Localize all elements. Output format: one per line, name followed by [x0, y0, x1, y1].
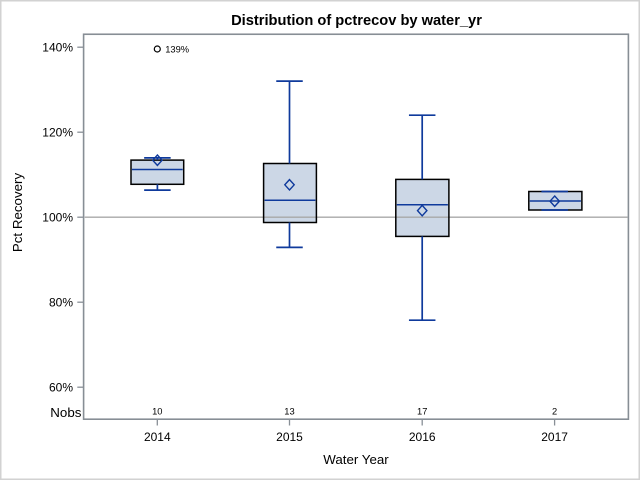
svg-text:140%: 140% — [42, 41, 73, 55]
svg-text:139%: 139% — [165, 44, 189, 54]
svg-text:17: 17 — [417, 407, 427, 417]
svg-text:100%: 100% — [42, 211, 73, 225]
svg-text:Nobs: Nobs — [50, 405, 81, 420]
svg-text:2016: 2016 — [409, 430, 436, 444]
svg-text:2: 2 — [552, 407, 557, 417]
svg-text:2014: 2014 — [144, 430, 171, 444]
svg-text:10: 10 — [152, 407, 162, 417]
svg-text:2017: 2017 — [541, 430, 568, 444]
svg-text:13: 13 — [284, 407, 294, 417]
svg-text:80%: 80% — [49, 296, 73, 310]
svg-text:Water Year: Water Year — [323, 452, 389, 467]
svg-text:2015: 2015 — [276, 430, 303, 444]
svg-text:Distribution of pctrecov by wa: Distribution of pctrecov by water_yr — [231, 13, 482, 29]
svg-text:60%: 60% — [49, 381, 73, 395]
svg-text:Pct Recovery: Pct Recovery — [10, 173, 25, 253]
svg-text:120%: 120% — [42, 126, 73, 140]
